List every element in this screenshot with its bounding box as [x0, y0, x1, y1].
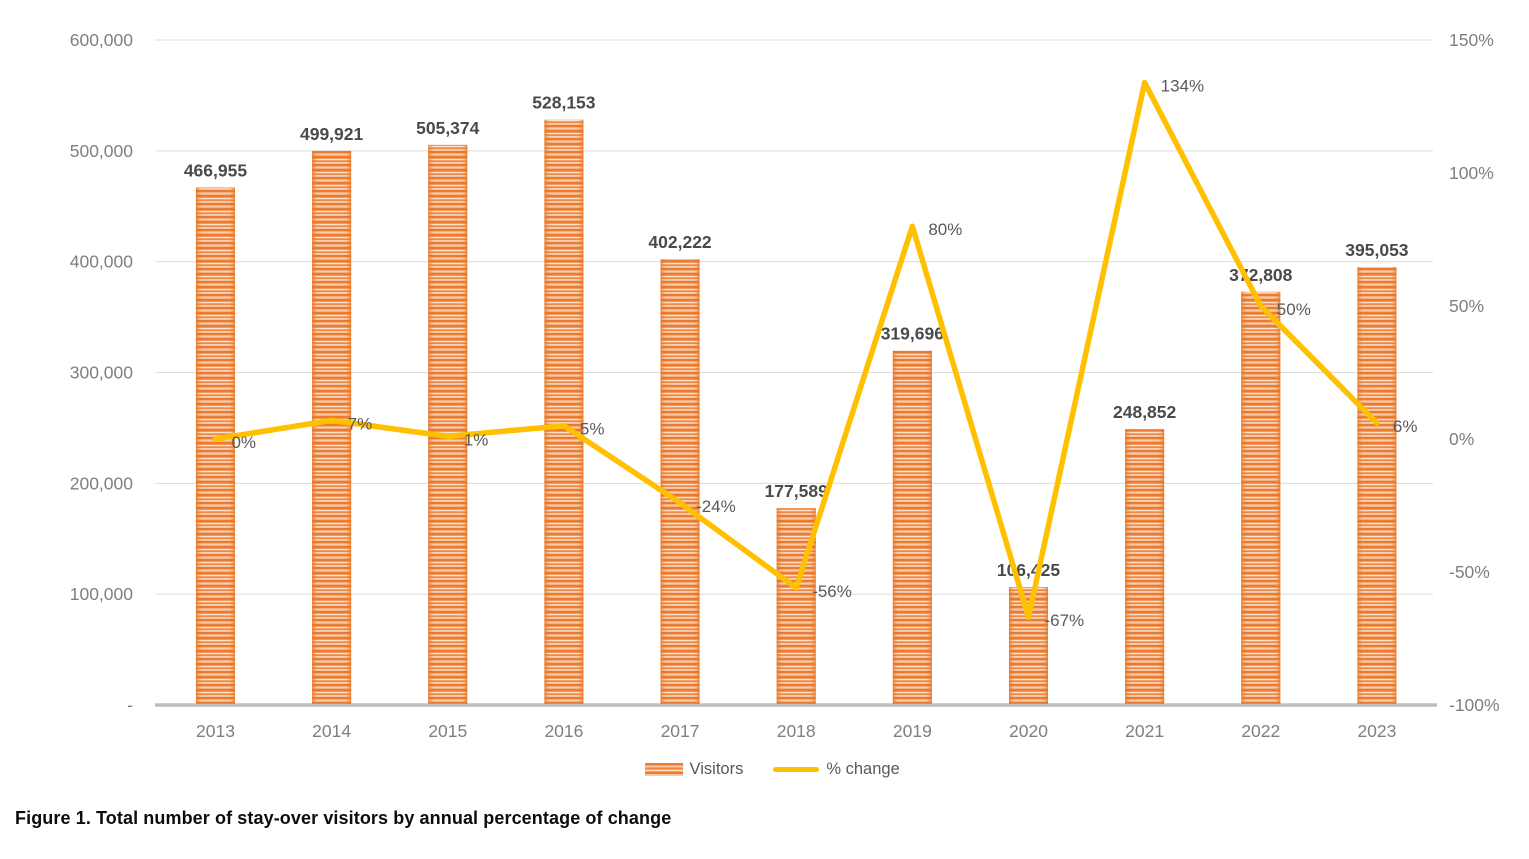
left-axis-tick-label: 100,000	[70, 584, 134, 604]
x-axis-year-label: 2013	[196, 721, 235, 741]
right-axis-tick-label: 100%	[1449, 163, 1494, 183]
right-axis-tick-label: 150%	[1449, 30, 1494, 50]
pct-change-point-label: -24%	[696, 497, 736, 516]
bar-value-label: 528,153	[532, 93, 596, 113]
visitors-bar-edge-shading	[428, 144, 468, 704]
figure-caption: Figure 1. Total number of stay-over visi…	[15, 808, 672, 828]
pct-change-point-label: -56%	[812, 582, 852, 601]
pct-change-point-label: 0%	[231, 433, 256, 452]
x-axis-year-label: 2015	[428, 721, 467, 741]
right-axis-tick-label: 0%	[1449, 429, 1474, 449]
left-axis-tick-label: 200,000	[70, 473, 134, 493]
right-axis-tick-label: -100%	[1449, 695, 1500, 715]
bar-value-label: 395,053	[1345, 240, 1409, 260]
visitors-bar-edge-shading	[195, 187, 235, 704]
pct-change-point-label: 80%	[928, 220, 962, 239]
x-axis-year-label: 2014	[312, 721, 351, 741]
bar-value-label: 319,696	[881, 324, 945, 344]
pct-change-point-label: 5%	[580, 420, 605, 439]
pct-change-point-label: -67%	[1044, 611, 1084, 630]
pct-change-point-label: 134%	[1161, 77, 1204, 96]
visitors-bar-edge-shading	[1241, 291, 1281, 704]
visitors-combo-chart: 600,000 500,000 400,000 300,000 200,000 100,0…	[70, 30, 1500, 741]
left-axis-tick-label: 300,000	[70, 363, 134, 383]
x-axis-year-label: 2023	[1357, 721, 1396, 741]
x-axis-year-label: 2018	[777, 721, 816, 741]
bar-value-label: 248,852	[1113, 402, 1177, 422]
right-axis-tick-label: -50%	[1449, 562, 1490, 582]
pct-change-line	[212, 79, 1380, 620]
pct-change-point-label: 7%	[348, 414, 373, 433]
right-axis-tick-label: 50%	[1449, 296, 1484, 316]
x-axis-year-label: 2017	[661, 721, 700, 741]
pct-change-point-label: 6%	[1393, 417, 1418, 436]
visitors-bar-swatch-icon	[644, 763, 683, 776]
visitors-bar-edge-shading	[1357, 267, 1397, 704]
legend-item-visitors: Visitors	[644, 760, 744, 779]
pct-change-point-label: 50%	[1277, 300, 1311, 319]
left-axis-tick-label: 400,000	[70, 252, 134, 272]
x-axis-year-label: 2019	[893, 721, 932, 741]
bar-value-label: 499,921	[300, 124, 364, 144]
chart-canvas: 600,000 500,000 400,000 300,000 200,000 100,0…	[70, 30, 1500, 741]
x-axis-year-label: 2021	[1125, 721, 1164, 741]
legend-label-visitors: Visitors	[689, 760, 744, 778]
left-axis-tick-label: 600,000	[70, 30, 134, 50]
visitors-bar-edge-shading	[1125, 429, 1165, 704]
visitors-bar-edge-shading	[660, 259, 700, 704]
x-axis-year-label: 2016	[544, 721, 583, 741]
bar-value-label: 466,955	[184, 160, 248, 180]
bar-value-label: 106,425	[997, 560, 1061, 580]
pct-change-line-swatch-icon	[773, 766, 820, 773]
visitors-bar-edge-shading	[312, 150, 352, 704]
bar-value-label: 177,589	[765, 481, 829, 501]
left-axis-tick-label: 500,000	[70, 141, 134, 161]
legend-label-pct-change: % change	[826, 760, 900, 778]
bar-value-label: 505,374	[416, 118, 480, 138]
pct-change-point-label: 1%	[464, 430, 489, 449]
visitors-bar-edge-shading	[544, 119, 584, 704]
visitors-bar-edge-shading	[892, 350, 932, 704]
x-axis-year-label: 2022	[1241, 721, 1280, 741]
bar-value-label: 402,222	[648, 232, 712, 252]
chart-legend: Visitors % change	[644, 760, 900, 779]
x-axis-year-label: 2020	[1009, 721, 1048, 741]
legend-item-pct-change: % change	[773, 760, 900, 779]
left-axis-tick-label: -	[127, 695, 133, 715]
